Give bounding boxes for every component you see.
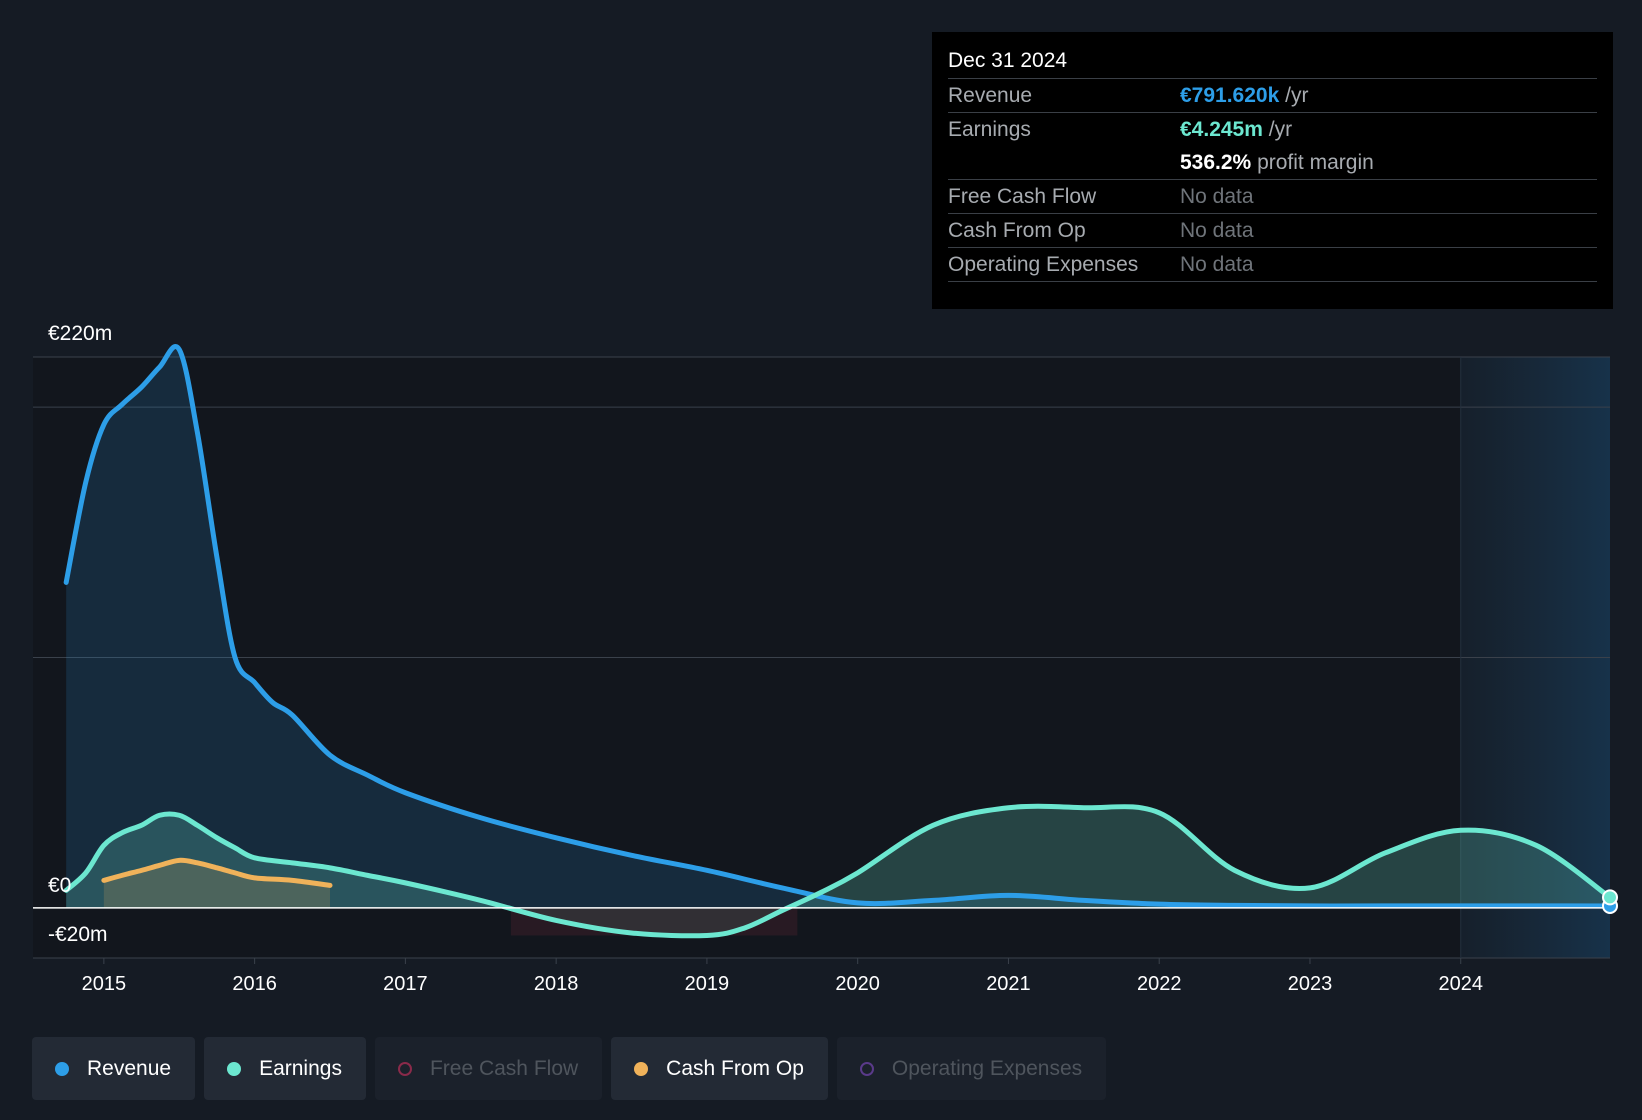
opex-value: No data: [1180, 253, 1254, 276]
revenue-label: Revenue: [948, 84, 1033, 107]
legend-operating-expenses-label: Operating Expenses: [891, 1056, 1083, 1080]
earnings-label: Earnings: [948, 118, 1031, 141]
x-label-2019: 2019: [685, 973, 730, 995]
line-cash-from-op: [101, 857, 333, 888]
revenue-value: €791.620k: [1180, 84, 1280, 107]
legend-cash-from-op[interactable]: Cash From Op: [611, 1037, 828, 1100]
x-label-2017: 2017: [383, 973, 428, 995]
opex-label: Operating Expenses: [948, 253, 1139, 276]
x-axis-labels: 2015 2016 2017 2018 2019 2020 2021 2022 2023 2024: [82, 958, 1483, 995]
free-cash-flow-dot-icon: [397, 1061, 412, 1076]
legend-earnings[interactable]: Earnings: [204, 1037, 366, 1100]
x-label-2018: 2018: [534, 973, 579, 995]
revenue-dot-icon: [55, 1061, 69, 1076]
cash-from-op-dot-icon: [634, 1061, 649, 1076]
legend-free-cash-flow[interactable]: Free Cash Flow: [374, 1037, 603, 1100]
earnings-unit: /yr: [1268, 118, 1293, 141]
earnings-end-marker: [1602, 889, 1618, 906]
cfo-label: Cash From Op: [948, 219, 1086, 242]
margin-value: 536.2%: [1180, 151, 1252, 174]
y-label-top: €220m: [48, 322, 112, 345]
tooltip-row-fcf: Free Cash Flow No data: [948, 180, 1597, 214]
legend: Revenue Earnings Free Cash Flow Cash Fro…: [32, 1037, 1107, 1100]
area-revenue: [66, 346, 1611, 908]
legend-revenue[interactable]: Revenue: [32, 1037, 196, 1100]
tooltip-row-revenue: Revenue €791.620k /yr: [948, 79, 1597, 113]
fcf-value: No data: [1180, 185, 1254, 208]
x-label-2021: 2021: [986, 973, 1031, 995]
x-label-2022: 2022: [1137, 973, 1182, 995]
y-label-zero: €0: [48, 874, 71, 897]
x-label-2020: 2020: [835, 973, 880, 995]
tooltip: Dec 31 2024 Revenue €791.620k /yr Earnin…: [932, 32, 1613, 309]
operating-expenses-dot-icon: [859, 1061, 874, 1076]
legend-cash-from-op-label: Cash From Op: [666, 1056, 804, 1080]
tooltip-row-opex: Operating Expenses No data: [948, 248, 1597, 282]
tooltip-row-margin: 536.2% profit margin: [948, 146, 1597, 180]
x-label-2016: 2016: [232, 973, 277, 995]
margin-text: profit margin: [1257, 151, 1374, 174]
tooltip-date: Dec 31 2024: [948, 44, 1597, 79]
area-cash-from-op: [103, 860, 331, 908]
line-revenue: [63, 344, 1613, 909]
line-earnings: [63, 803, 1613, 939]
revenue-unit: /yr: [1285, 84, 1309, 107]
legend-revenue-label: Revenue: [87, 1056, 172, 1080]
series-lines: [33, 344, 1618, 939]
legend-earnings-label: Earnings: [259, 1056, 342, 1080]
y-axis-labels: €220m €0 -€20m: [48, 322, 112, 946]
x-label-2023: 2023: [1288, 973, 1333, 995]
cfo-value: No data: [1180, 219, 1254, 242]
x-label-2024: 2024: [1438, 973, 1483, 995]
earnings-dot-icon: [227, 1061, 242, 1076]
legend-operating-expenses[interactable]: Operating Expenses: [836, 1037, 1107, 1100]
legend-free-cash-flow-label: Free Cash Flow: [429, 1056, 579, 1080]
tooltip-row-cfo: Cash From Op No data: [948, 214, 1597, 248]
y-label-bottom: -€20m: [48, 923, 108, 946]
tooltip-row-earnings: Earnings €4.245m /yr: [948, 113, 1597, 146]
gridlines: [33, 356, 1610, 959]
x-label-2015: 2015: [82, 973, 127, 995]
fcf-label: Free Cash Flow: [948, 185, 1097, 208]
earnings-value: €4.245m: [1180, 118, 1263, 141]
